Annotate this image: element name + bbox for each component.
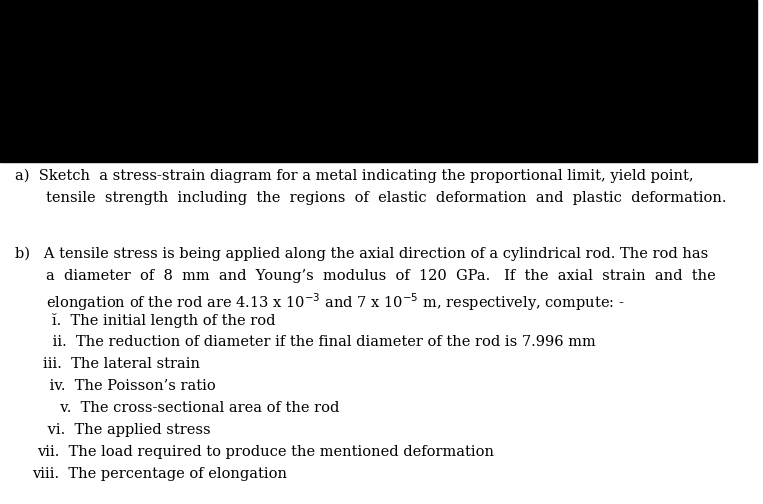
Text: a  diameter  of  8  mm  and  Young’s  modulus  of  120  GPa.   If  the  axial  s: a diameter of 8 mm and Young’s modulus o… <box>46 269 716 283</box>
Text: elongation of the rod are 4.13 x 10$^{-3}$ and 7 x 10$^{-5}$ m, respectively, co: elongation of the rod are 4.13 x 10$^{-3… <box>46 291 625 312</box>
Text: iii.  The lateral strain: iii. The lateral strain <box>43 357 200 371</box>
Text: ĭ.  The initial length of the rod: ĭ. The initial length of the rod <box>52 313 275 328</box>
Text: tensile  strength  including  the  regions  of  elastic  deformation  and  plast: tensile strength including the regions o… <box>46 191 726 205</box>
Text: v.  The cross-sectional area of the rod: v. The cross-sectional area of the rod <box>51 401 340 415</box>
Text: ii.  The reduction of diameter if the final diameter of the rod is 7.996 mm: ii. The reduction of diameter if the fin… <box>48 335 596 349</box>
Text: iv.  The Poisson’s ratio: iv. The Poisson’s ratio <box>45 379 216 393</box>
Text: vi.  The applied stress: vi. The applied stress <box>43 423 211 437</box>
Text: b)   A tensile stress is being applied along the axial direction of a cylindrica: b) A tensile stress is being applied alo… <box>15 247 708 262</box>
Text: vii.  The load required to produce the mentioned deformation: vii. The load required to produce the me… <box>37 445 494 459</box>
Text: a)  Sketch  a stress-strain diagram for a metal indicating the proportional limi: a) Sketch a stress-strain diagram for a … <box>15 169 694 183</box>
Text: viii.  The percentage of elongation: viii. The percentage of elongation <box>32 467 287 481</box>
